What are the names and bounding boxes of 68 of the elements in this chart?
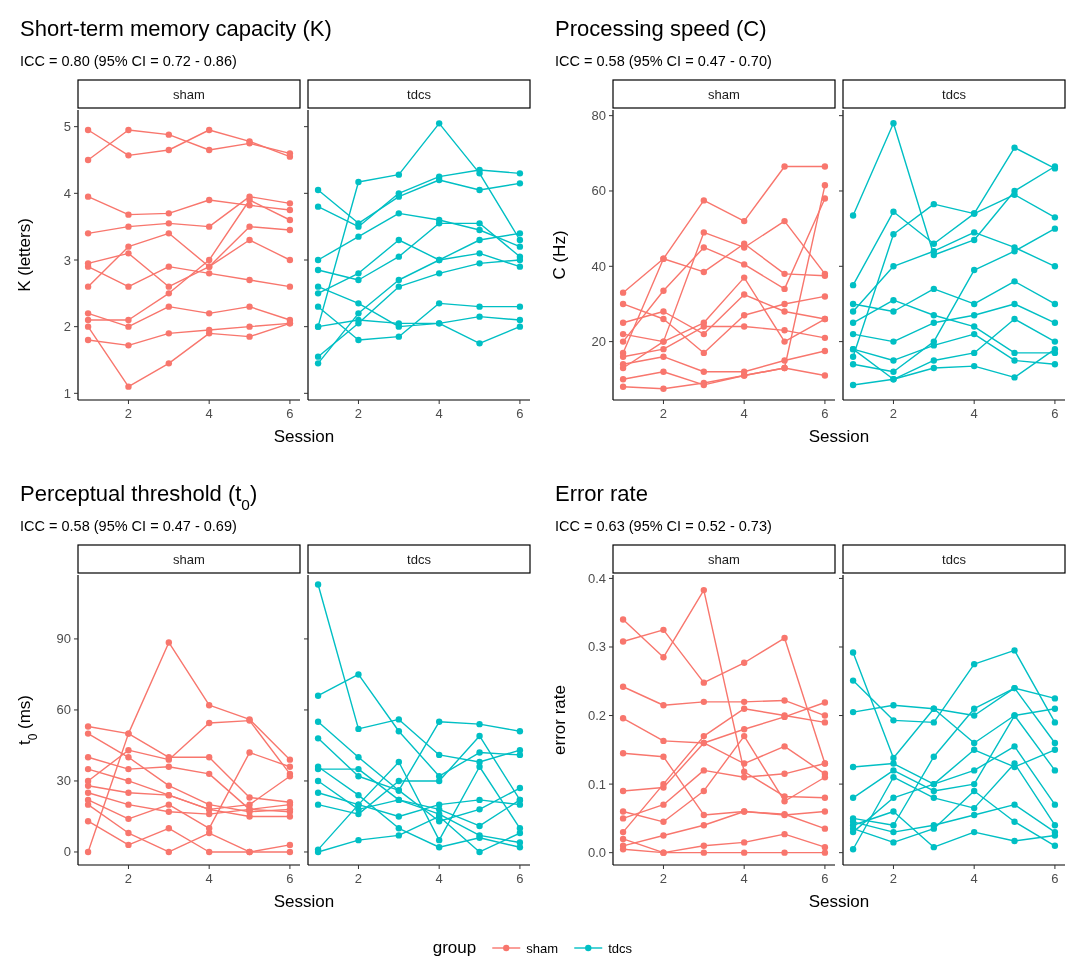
y-axis-title: error rate: [550, 685, 569, 755]
y-axis-title: C (Hz): [550, 230, 569, 280]
y-tick-label: 30: [56, 773, 71, 789]
x-tick-label: 6: [821, 406, 829, 421]
y-tick-label: 0: [63, 844, 71, 860]
y-tick-label: 40: [591, 258, 606, 274]
legend-label: tdcs: [608, 941, 633, 956]
y-tick-label: 0.0: [587, 845, 606, 861]
chart-subtitle: ICC = 0.58 (95% CI = 0.47 - 0.70): [555, 53, 772, 69]
y-tick-label: 2: [63, 319, 71, 335]
chart-subtitle: ICC = 0.80 (95% CI = 0.72 - 0.86): [20, 53, 237, 69]
y-tick-label: 0.1: [587, 776, 606, 792]
x-tick-label: 2: [659, 406, 668, 421]
chart-title: Error rate: [555, 481, 648, 506]
x-axis-title: Session: [273, 427, 335, 446]
x-tick-label: 6: [1051, 406, 1059, 421]
x-tick-label: 4: [205, 406, 213, 421]
x-tick-label: 4: [740, 406, 748, 421]
y-tick-label: 3: [63, 252, 71, 268]
x-tick-label: 4: [205, 871, 213, 886]
x-tick-label: 2: [354, 871, 363, 886]
text: tdcs: [942, 87, 967, 102]
x-axis-title: Session: [273, 892, 335, 911]
x-tick-label: 2: [889, 871, 898, 886]
chart-title: Perceptual threshold (t$_{0}$): [20, 481, 258, 513]
text: tdcs: [407, 552, 432, 567]
y-tick-label: 90: [56, 631, 71, 647]
chart-subtitle: ICC = 0.63 (95% CI = 0.52 - 0.73): [555, 518, 772, 534]
y-tick-label: 1: [63, 385, 71, 401]
x-tick-label: 2: [124, 406, 133, 421]
x-tick-label: 6: [516, 406, 524, 421]
legend-title: group: [432, 938, 477, 957]
y-tick-label: 0.2: [587, 708, 606, 724]
y-tick-label: 0.4: [587, 570, 606, 586]
x-tick-label: 6: [1051, 871, 1059, 886]
x-tick-label: 6: [821, 871, 829, 886]
y-tick-label: 5: [63, 119, 71, 135]
text: sham: [173, 87, 205, 102]
x-axis-title: Session: [808, 427, 870, 446]
y-tick-label: 20: [591, 334, 606, 350]
x-tick-label: 4: [970, 871, 978, 886]
x-tick-label: 6: [286, 871, 294, 886]
y-tick-label: 60: [591, 183, 606, 199]
x-tick-label: 2: [354, 406, 363, 421]
x-tick-label: 4: [740, 871, 748, 886]
chart-title: Processing speed (C): [555, 16, 767, 41]
x-tick-label: 6: [286, 406, 294, 421]
text: sham: [173, 552, 205, 567]
chart-title: Short-term memory capacity (K): [20, 16, 332, 41]
x-tick-label: 2: [124, 871, 133, 886]
x-tick-label: 6: [516, 871, 524, 886]
y-axis-title: K (letters): [15, 218, 34, 292]
x-tick-label: 4: [435, 406, 443, 421]
text: sham: [708, 552, 740, 567]
x-tick-label: 2: [889, 406, 898, 421]
chart-subtitle: ICC = 0.58 (95% CI = 0.47 - 0.69): [20, 518, 237, 534]
x-axis-title: Session: [808, 892, 870, 911]
y-tick-label: 0.3: [587, 639, 606, 655]
x-tick-label: 4: [970, 406, 978, 421]
y-tick-label: 80: [591, 108, 606, 124]
text: tdcs: [942, 552, 967, 567]
y-tick-label: 60: [56, 702, 71, 718]
x-tick-label: 4: [435, 871, 443, 886]
legend-label: sham: [526, 941, 559, 956]
y-tick-label: 4: [63, 185, 71, 201]
x-tick-label: 2: [659, 871, 668, 886]
text: sham: [708, 87, 740, 102]
text: tdcs: [407, 87, 432, 102]
